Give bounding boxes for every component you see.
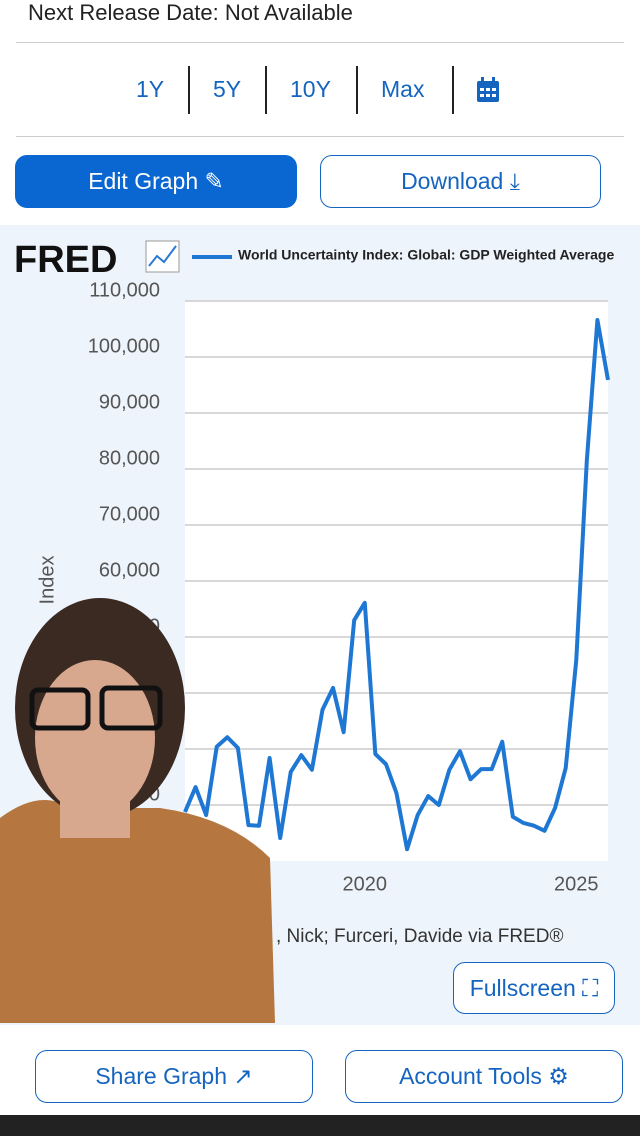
download-button[interactable]: Download ⤓	[320, 155, 601, 208]
source-caption: , Nick; Furceri, Davide via FRED®	[276, 926, 564, 947]
y-tick-label: 100,000	[88, 335, 160, 357]
x-tick-label: 2020	[343, 873, 388, 895]
presenter-video-overlay	[0, 598, 275, 1023]
legend-label: World Uncertainty Index: Global: GDP Wei…	[238, 247, 614, 263]
divider	[16, 42, 624, 43]
share-graph-button[interactable]: Share Graph ↗	[35, 1050, 313, 1103]
range-button[interactable]: 10Y	[290, 76, 331, 102]
edit-graph-button[interactable]: Edit Graph ✎	[15, 155, 297, 208]
button-label: Share Graph	[95, 1063, 228, 1089]
logo-icon-line	[148, 245, 177, 267]
y-tick-label: 60,000	[99, 559, 160, 581]
chart: FRED World Uncertainty Index: Global: GD…	[14, 239, 614, 895]
divider	[16, 136, 624, 137]
separator	[265, 66, 267, 114]
logo-icon	[145, 240, 180, 273]
separator	[188, 66, 190, 114]
y-axis-label: Index	[36, 556, 58, 605]
range-button[interactable]: Max	[381, 76, 425, 102]
range-button[interactable]: 1Y	[136, 76, 165, 102]
bottom-bar	[0, 1115, 640, 1136]
data-line	[183, 318, 610, 852]
calendar-icon[interactable]	[476, 77, 500, 103]
button-label: Account Tools	[399, 1063, 542, 1089]
y-tick-label: 80,000	[99, 447, 160, 469]
button-label: Edit Graph	[88, 168, 199, 194]
separator	[356, 66, 358, 114]
button-label: Fullscreen	[469, 974, 576, 1001]
y-tick-label: 110,000	[89, 279, 160, 301]
y-tick-label: 70,000	[99, 503, 160, 525]
release-date: Next Release Date: Not Available	[28, 0, 353, 25]
fullscreen-button[interactable]: Fullscreen ⛶	[453, 962, 615, 1014]
fred-logo: FRED	[14, 239, 117, 281]
account-tools-button[interactable]: Account Tools ⚙	[345, 1050, 623, 1103]
range-button[interactable]: 5Y	[213, 76, 242, 102]
y-tick-label: 90,000	[99, 391, 160, 413]
x-tick-label: 2025	[554, 873, 599, 895]
separator	[452, 66, 454, 114]
button-label: Download	[401, 168, 504, 194]
